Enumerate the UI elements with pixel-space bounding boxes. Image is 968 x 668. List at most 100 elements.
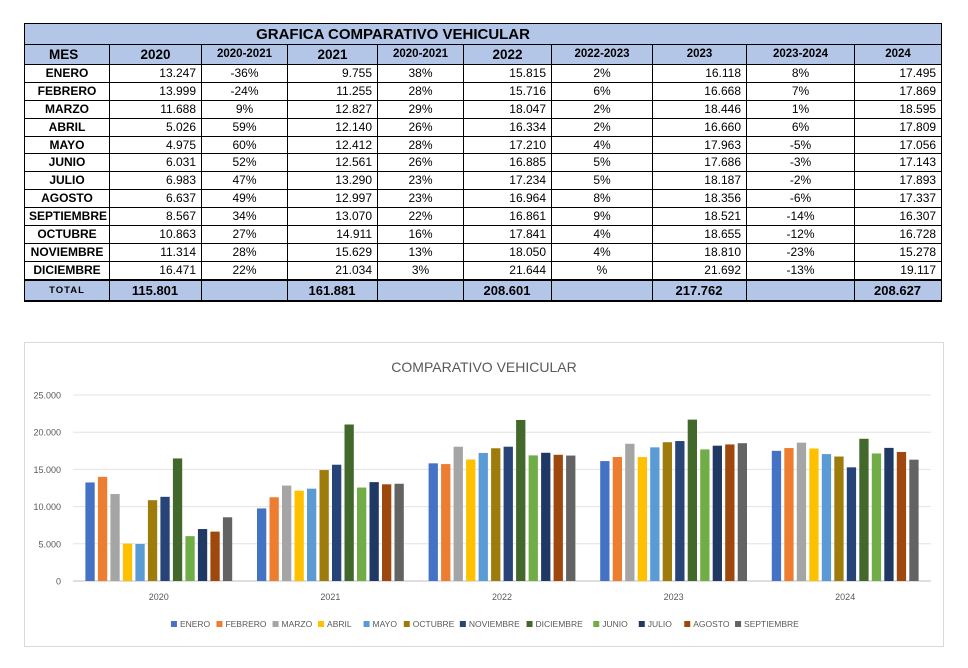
value-cell: 16.307 <box>853 207 943 227</box>
month-cell: JUNIO <box>24 153 110 173</box>
month-cell: SEPTIEMBRE <box>24 207 110 227</box>
value-cell: 17.963 <box>652 135 747 155</box>
chart-title: COMPARATIVO VEHICULAR <box>391 359 576 375</box>
legend-swatch-octubre <box>403 621 410 627</box>
percent-cell: 47% <box>201 171 288 191</box>
percent-cell: 2% <box>551 117 653 137</box>
legend-label-noviembre: NOVIEMBRE <box>469 619 520 629</box>
value-cell: 18.050 <box>463 242 552 262</box>
bar-mayo-2023 <box>650 447 660 581</box>
value-cell: 115.801 <box>109 278 202 302</box>
bar-septiembre-2020 <box>222 517 233 581</box>
value-cell: 13.070 <box>287 207 378 227</box>
bar-noviembre-2024 <box>846 467 857 581</box>
value-cell: 15.716 <box>463 81 552 101</box>
legend-swatch-septiembre <box>735 621 742 627</box>
month-cell: OCTUBRE <box>24 225 110 244</box>
bar-marzo-2021 <box>282 485 292 581</box>
bar-marzo-2023 <box>625 443 635 581</box>
column-header: 2020-2021 <box>201 44 288 65</box>
bar-diciembre-2023 <box>687 419 697 581</box>
legend-swatch-mayo <box>363 621 370 627</box>
y-tick-label: 10.000 <box>33 502 61 512</box>
table-row: MARZO 11.688 9% 12.827 29% 18.047 2% 18.446 1% 18… <box>24 99 943 119</box>
value-cell: 9.755 <box>287 64 378 83</box>
bar-febrero-2020 <box>97 476 108 581</box>
percent-cell: 38% <box>377 64 464 83</box>
value-cell: 208.627 <box>853 278 943 302</box>
table-header-row: MES 2020 2020-2021 2021 2020-2021 2022 2022-20… <box>24 44 943 65</box>
table-row: JULIO 6.983 47% 13.290 23% 17.234 5% 18.187 -2% 1… <box>24 171 943 191</box>
percent-cell: 26% <box>377 117 464 137</box>
bar-mayo-2022 <box>478 452 488 581</box>
bar-junio-2024 <box>871 453 882 581</box>
value-cell: 16.334 <box>463 117 552 137</box>
bar-octubre-2022 <box>491 448 501 581</box>
percent-cell: 34% <box>201 207 288 227</box>
value-cell: 5.026 <box>109 117 202 137</box>
legend-label-agosto: AGOSTO <box>693 619 730 629</box>
bar-diciembre-2024 <box>859 438 869 581</box>
legend-swatch-noviembre <box>459 621 466 627</box>
bar-marzo-2020 <box>110 494 120 581</box>
value-cell: 17.143 <box>853 153 943 173</box>
bar-enero-2024 <box>771 450 782 581</box>
value-cell: 15.278 <box>853 242 943 262</box>
value-cell: 17.234 <box>463 171 552 191</box>
value-cell: 6.983 <box>109 171 202 191</box>
percent-cell: 52% <box>201 153 288 173</box>
value-cell: 15.815 <box>463 64 552 83</box>
table-title: GRAFICA COMPARATIVO VEHICULAR <box>256 25 530 43</box>
month-cell: ENERO <box>24 64 110 83</box>
y-tick-label: 15.000 <box>33 465 61 475</box>
bar-mayo-2024 <box>821 454 832 581</box>
percent-cell: 27% <box>201 225 288 244</box>
chart-area: COMPARATIVO VEHICULAR 0 5.000 10.000 15.000 2… <box>24 342 944 647</box>
legend-label-marzo: MARZO <box>282 619 313 629</box>
percent-cell: 2% <box>551 64 653 83</box>
legend-swatch-diciembre <box>526 621 533 627</box>
percent-cell: 23% <box>377 189 464 209</box>
column-header: 2024 <box>853 44 943 65</box>
bar-abril-2023 <box>637 457 647 581</box>
y-tick-label: 0 <box>56 577 61 587</box>
percent-cell: 49% <box>201 189 288 209</box>
value-cell: 10.863 <box>109 225 202 244</box>
table-row: MAYO 4.975 60% 12.412 28% 17.210 4% 17.963 -5% 17… <box>24 135 943 155</box>
value-cell: 19.117 <box>853 260 943 281</box>
value-cell: 17.337 <box>853 189 943 209</box>
percent-cell: 6% <box>746 117 855 137</box>
table-title-cell: GRAFICA COMPARATIVO VEHICULAR <box>23 23 943 45</box>
legend-swatch-agosto <box>684 621 691 627</box>
value-cell: 17.893 <box>853 171 943 191</box>
value-cell: 16.118 <box>652 64 747 83</box>
x-tick-label: 2020 <box>149 592 169 602</box>
bar-diciembre-2022 <box>516 419 526 581</box>
percent-cell <box>377 278 464 302</box>
value-cell: 17.495 <box>853 64 943 83</box>
column-header: 2022-2023 <box>551 44 653 65</box>
bar-agosto-2021 <box>382 484 392 581</box>
legend-label-diciembre: DICIEMBRE <box>536 619 584 629</box>
column-header: 2023 <box>652 44 747 65</box>
value-cell: 16.668 <box>652 81 747 101</box>
month-cell: NOVIEMBRE <box>24 242 110 262</box>
bar-agosto-2024 <box>896 452 907 581</box>
legend-swatch-junio <box>593 621 600 627</box>
percent-cell: 22% <box>201 260 288 281</box>
bar-abril-2024 <box>809 448 819 581</box>
month-cell: MARZO <box>24 99 110 119</box>
legend-label-octubre: OCTUBRE <box>413 619 455 629</box>
legend-label-enero: ENERO <box>180 619 211 629</box>
bar-enero-2023 <box>600 461 610 581</box>
bar-noviembre-2021 <box>332 464 342 581</box>
x-tick-label: 2021 <box>320 592 340 602</box>
x-tick-label: 2024 <box>835 592 855 602</box>
month-cell: MAYO <box>24 135 110 155</box>
percent-cell: % <box>551 260 653 281</box>
percent-cell: 28% <box>201 242 288 262</box>
bar-enero-2021 <box>257 508 267 581</box>
legend-label-febrero: FEBRERO <box>225 619 266 629</box>
legend-swatch-julio <box>638 621 645 627</box>
value-cell: 11.688 <box>109 99 202 119</box>
